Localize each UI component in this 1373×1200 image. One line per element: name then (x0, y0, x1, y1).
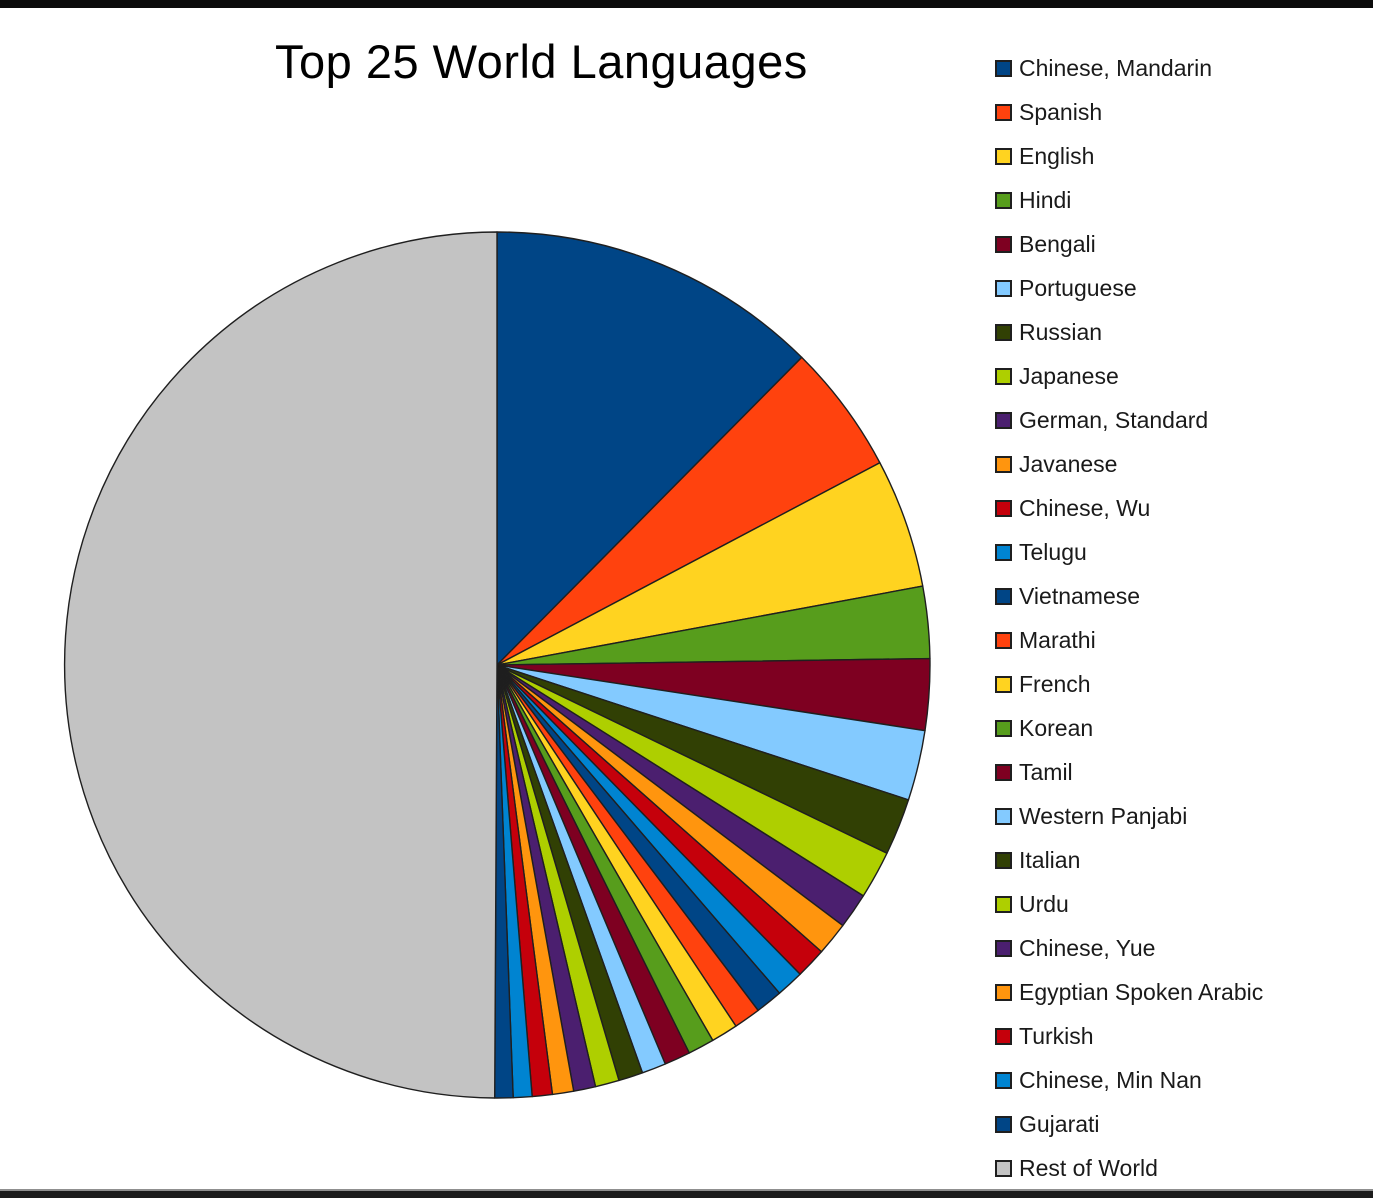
top-border-bar (0, 0, 1373, 8)
legend-label: Urdu (1019, 890, 1069, 917)
legend-swatch (995, 983, 1012, 1001)
legend-swatch (995, 103, 1012, 121)
legend-swatch (995, 279, 1012, 297)
legend-item-hindi: Hindi (995, 178, 1263, 222)
legend-item-javanese: Javanese (995, 442, 1263, 486)
chart-legend: Chinese, Mandarin Spanish English Hindi Beng… (995, 46, 1263, 1190)
legend-swatch (995, 939, 1012, 957)
pie-slice-chinese-mandarin (496, 231, 803, 666)
legend-item-egyptian-spoken-arabic: Egyptian Spoken Arabic (995, 970, 1263, 1014)
legend-item-portuguese: Portuguese (995, 266, 1263, 310)
bottom-border-bar (0, 1189, 1373, 1198)
legend-label: Japanese (1019, 362, 1119, 389)
legend-label: Chinese, Min Nan (1019, 1066, 1202, 1093)
legend-label: German, Standard (1019, 406, 1209, 433)
legend-swatch (995, 191, 1012, 209)
legend-swatch (995, 1159, 1012, 1177)
legend-item-chinese-mandarin: Chinese, Mandarin (995, 46, 1263, 90)
legend-label: Rest of World (1019, 1154, 1158, 1181)
legend-label: Telugu (1019, 538, 1087, 565)
legend-label: Chinese, Yue (1019, 934, 1156, 961)
legend-label: Egyptian Spoken Arabic (1019, 978, 1264, 1005)
pie-chart-area (62, 230, 932, 1100)
legend-swatch (995, 851, 1012, 869)
legend-swatch (995, 367, 1012, 385)
chart-title: Top 25 World Languages (275, 35, 808, 88)
legend-item-vietnamese: Vietnamese (995, 574, 1263, 618)
pie-slice-rest-of-world (63, 231, 498, 1099)
legend-item-english: English (995, 134, 1263, 178)
legend-item-tamil: Tamil (995, 750, 1263, 794)
legend-item-korean: Korean (995, 706, 1263, 750)
legend-swatch (995, 235, 1012, 253)
legend-item-marathi: Marathi (995, 618, 1263, 662)
legend-swatch (995, 499, 1012, 517)
legend-swatch (995, 631, 1012, 649)
legend-item-telugu: Telugu (995, 530, 1263, 574)
legend-label: Russian (1019, 318, 1103, 345)
legend-label: Vietnamese (1019, 582, 1141, 609)
legend-swatch (995, 895, 1012, 913)
legend-item-gujarati: Gujarati (995, 1102, 1263, 1146)
legend-label: Hindi (1019, 186, 1072, 213)
legend-item-urdu: Urdu (995, 882, 1263, 926)
legend-label: Spanish (1019, 98, 1103, 125)
legend-item-bengali: Bengali (995, 222, 1263, 266)
legend-item-german-standard: German, Standard (995, 398, 1263, 442)
legend-label: Bengali (1019, 230, 1096, 257)
legend-item-japanese: Japanese (995, 354, 1263, 398)
pie-chart (63, 231, 931, 1099)
legend-label: Tamil (1019, 758, 1073, 785)
legend-label: Marathi (1019, 626, 1096, 653)
legend-label: Western Panjabi (1019, 802, 1188, 829)
legend-item-chinese-min-nan: Chinese, Min Nan (995, 1058, 1263, 1102)
legend-label: Turkish (1019, 1022, 1094, 1049)
legend-item-russian: Russian (995, 310, 1263, 354)
legend-item-western-panjabi: Western Panjabi (995, 794, 1263, 838)
legend-swatch (995, 455, 1012, 473)
legend-item-italian: Italian (995, 838, 1263, 882)
legend-label: French (1019, 670, 1091, 697)
legend-swatch (995, 587, 1012, 605)
legend-item-french: French (995, 662, 1263, 706)
legend-item-turkish: Turkish (995, 1014, 1263, 1058)
legend-swatch (995, 719, 1012, 737)
legend-swatch (995, 675, 1012, 693)
legend-swatch (995, 411, 1012, 429)
legend-label: Chinese, Mandarin (1019, 54, 1213, 81)
legend-swatch (995, 323, 1012, 341)
legend-item-chinese-yue: Chinese, Yue (995, 926, 1263, 970)
legend-swatch (995, 147, 1012, 165)
legend-item-spanish: Spanish (995, 90, 1263, 134)
legend-swatch (995, 543, 1012, 561)
legend-item-rest-of-world: Rest of World (995, 1146, 1263, 1190)
legend-label: Gujarati (1019, 1110, 1100, 1137)
legend-label: English (1019, 142, 1095, 169)
legend-label: Javanese (1019, 450, 1118, 477)
legend-swatch (995, 1071, 1012, 1089)
legend-swatch (995, 59, 1012, 77)
legend-swatch (995, 1027, 1012, 1045)
legend-swatch (995, 1115, 1012, 1133)
legend-item-chinese-wu: Chinese, Wu (995, 486, 1263, 530)
legend-label: Chinese, Wu (1019, 494, 1151, 521)
legend-label: Korean (1019, 714, 1094, 741)
legend-swatch (995, 807, 1012, 825)
legend-label: Portuguese (1019, 274, 1137, 301)
legend-swatch (995, 763, 1012, 781)
legend-label: Italian (1019, 846, 1081, 873)
